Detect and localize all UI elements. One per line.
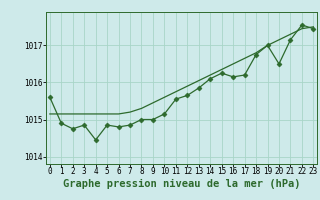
X-axis label: Graphe pression niveau de la mer (hPa): Graphe pression niveau de la mer (hPa) — [63, 179, 300, 189]
